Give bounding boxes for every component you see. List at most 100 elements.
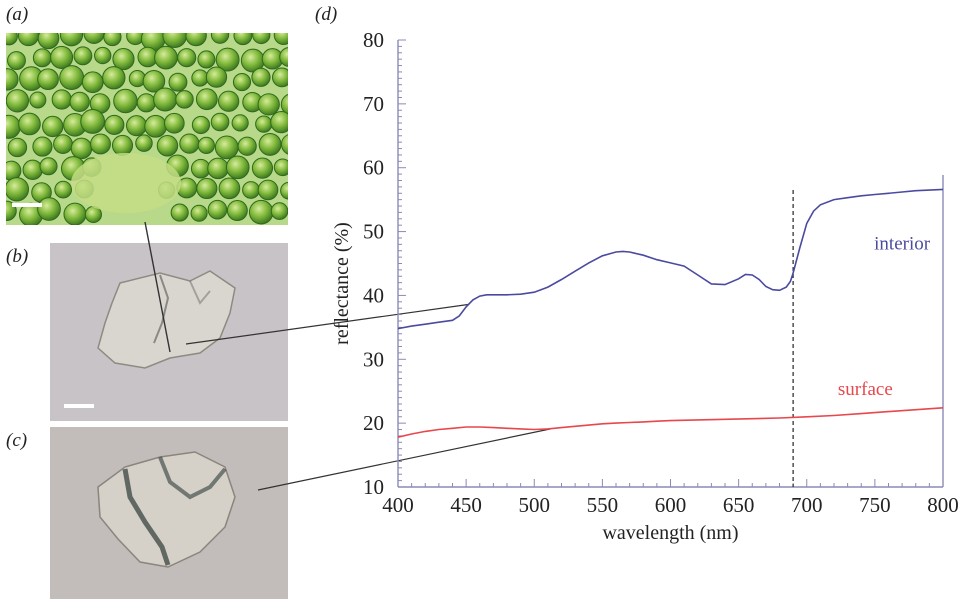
rock-photo-b [50, 243, 288, 421]
y-tick-label: 30 [363, 347, 384, 371]
y-tick-label: 70 [363, 92, 384, 116]
rock-photo-c [50, 427, 288, 599]
series-line-interior [397, 188, 944, 330]
x-tick-label: 600 [655, 493, 687, 517]
algal-cell [83, 33, 105, 44]
rock-image-b [50, 243, 288, 421]
algal-cell [273, 158, 288, 177]
algal-cell [37, 197, 61, 221]
algal-cell [6, 33, 18, 46]
algal-cell [156, 135, 179, 157]
panel-label-c: (c) [6, 430, 28, 451]
micrograph-debris [71, 153, 181, 213]
series-label-interior: interior [874, 233, 931, 254]
algal-cells [6, 33, 288, 225]
algal-cell [280, 93, 288, 115]
algal-cell [104, 114, 125, 135]
algal-cell [7, 137, 28, 158]
algal-cell [251, 157, 274, 179]
panel-label-d: (d) [315, 4, 338, 25]
connector-c-to-surface [257, 428, 551, 491]
algal-cell [190, 204, 208, 222]
algal-cell [232, 72, 252, 92]
algal-cell [195, 88, 218, 111]
connector-a-to-b [144, 221, 171, 353]
algal-cell [197, 136, 215, 154]
scale-bar-a [12, 203, 42, 207]
algal-cell [270, 110, 288, 134]
algal-cell [270, 202, 288, 220]
algal-cell [69, 91, 90, 113]
algal-cell [207, 199, 228, 220]
algal-cell [135, 134, 153, 152]
algal-cell [103, 33, 122, 47]
algal-cell [196, 177, 218, 200]
algal-cell [6, 68, 19, 91]
panel-label-b: (b) [6, 246, 29, 267]
algal-cell [257, 93, 280, 116]
micrograph-image [6, 33, 288, 225]
algal-cell [42, 115, 64, 138]
algal-cell [37, 33, 60, 50]
x-tick-label: 550 [587, 493, 619, 517]
algal-cell [273, 33, 288, 46]
x-axis-label: wavelength (nm) [602, 522, 738, 544]
algal-cell [7, 51, 26, 71]
x-tick-label: 750 [859, 493, 891, 517]
algal-cell [233, 33, 253, 46]
algal-cell [226, 200, 248, 222]
algal-cell [54, 180, 73, 199]
algal-cell [39, 157, 58, 176]
algal-cell [217, 90, 240, 112]
algal-cell [251, 67, 271, 87]
micrograph-photo [6, 33, 288, 225]
panel-label-a: (a) [6, 4, 29, 25]
algal-cell [37, 68, 59, 91]
algal-cell [185, 33, 207, 47]
algal-cell [210, 112, 230, 132]
algal-cell [279, 47, 288, 67]
x-tick-label: 650 [723, 493, 755, 517]
y-tick-label: 60 [363, 156, 384, 180]
rock-image-c [50, 427, 288, 599]
algal-cell [218, 177, 241, 200]
algal-cell [168, 72, 188, 92]
algal-cell [280, 134, 288, 155]
algal-cell [32, 136, 53, 157]
algal-cell [210, 33, 230, 44]
y-tick-label: 50 [363, 220, 384, 244]
algal-cell [225, 155, 250, 180]
algal-cell [94, 46, 112, 65]
algal-cell [18, 112, 41, 136]
algal-cell [272, 67, 288, 88]
chart-ticks: 10 20 30 40 50 60 70 80 400 450 500 550 600 650 700 750… [363, 28, 959, 517]
y-tick-label: 10 [363, 475, 384, 499]
algal-cell [163, 112, 185, 134]
algal-cell [6, 89, 30, 113]
algal-cell [205, 66, 228, 88]
algal-cell [215, 47, 240, 72]
algal-cell [197, 50, 216, 69]
y-tick-label: 80 [363, 28, 384, 52]
scale-bar-b [64, 404, 94, 408]
algal-cell [170, 203, 189, 222]
y-tick-label: 20 [363, 411, 384, 435]
algal-cell [142, 69, 166, 93]
algal-cell [80, 109, 106, 134]
connector-b-to-interior [185, 303, 469, 345]
chart-series: interior surface [397, 188, 944, 438]
connector-lines [144, 221, 551, 491]
algal-cell [50, 45, 74, 69]
algal-cell [252, 33, 271, 45]
algal-cell [29, 91, 47, 109]
algal-cell [90, 133, 111, 155]
series-label-surface: surface [838, 379, 893, 400]
y-axis-label: reflectance (%) [331, 222, 353, 345]
algal-cell [191, 115, 211, 135]
x-tick-label: 800 [927, 493, 959, 517]
algal-cell [175, 90, 194, 109]
algal-cell [280, 181, 288, 200]
y-tick-label: 40 [363, 283, 384, 307]
algal-cell [73, 46, 93, 66]
